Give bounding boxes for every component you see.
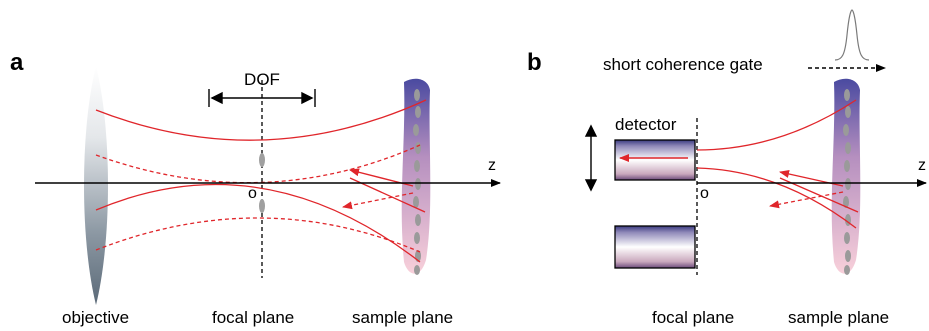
detector-bottom	[614, 225, 696, 269]
detector-top	[614, 139, 696, 181]
dof-label: DOF	[244, 70, 280, 89]
scatterers-a	[413, 89, 421, 275]
caption-sample-plane-a: sample plane	[352, 308, 453, 327]
scatterers-b	[843, 89, 851, 275]
sample-a	[401, 78, 431, 274]
dof-bracket	[208, 89, 316, 107]
z-label-b: z	[918, 157, 926, 174]
focal-scatterer-top	[259, 153, 265, 167]
backscatter-arrow-b2	[769, 191, 844, 209]
scan-arrow	[584, 124, 598, 192]
panel-b-letter: b	[527, 49, 542, 76]
caption-objective: objective	[62, 308, 129, 327]
panel-a-letter: a	[10, 49, 24, 76]
detector-label: detector	[615, 115, 677, 134]
z-label-a: z	[488, 157, 496, 174]
origin-label-b: o	[700, 185, 709, 202]
beam-outer-a	[95, 99, 427, 263]
caption-sample-plane-b: sample plane	[788, 308, 889, 327]
sample-b	[831, 78, 861, 274]
coherence-gate-label: short coherence gate	[603, 55, 763, 74]
coherence-pulse	[834, 9, 870, 61]
panel-a: a DOF	[10, 49, 501, 327]
objective-lens	[84, 66, 108, 305]
caption-focal-plane-a: focal plane	[212, 308, 294, 327]
beam-dashed-a	[95, 144, 421, 253]
focal-scatterer-bottom	[259, 199, 265, 213]
beam-outer-b	[696, 99, 857, 229]
backscatter-arrow-2	[342, 192, 414, 210]
panel-b: b short coherence gate detector	[527, 9, 927, 327]
caption-focal-plane-b: focal plane	[652, 308, 734, 327]
origin-label-a: o	[248, 185, 257, 202]
